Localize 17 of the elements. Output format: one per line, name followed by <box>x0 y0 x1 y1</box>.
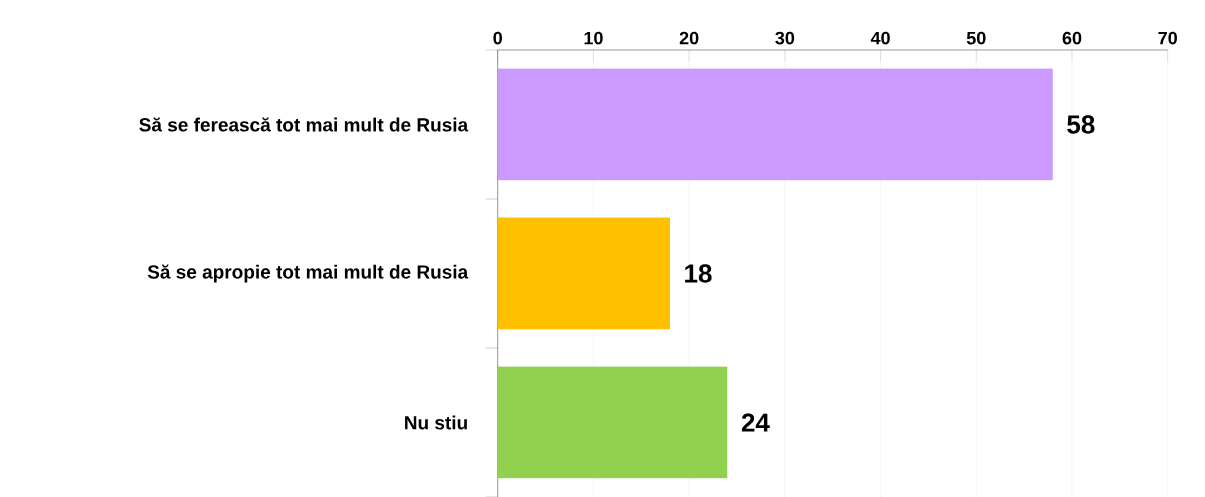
bar <box>497 68 1053 181</box>
x-tick-label: 0 <box>493 31 502 45</box>
x-tick-label: 70 <box>1158 31 1177 45</box>
bar <box>497 366 728 479</box>
data-label: 58 <box>1067 115 1095 134</box>
x-tick-label: 10 <box>584 31 603 45</box>
x-tick-label: 40 <box>870 31 890 45</box>
x-tick-label: 30 <box>775 31 795 45</box>
data-label: 18 <box>685 264 712 283</box>
data-label: 24 <box>741 413 770 432</box>
x-tick-label: 20 <box>679 31 699 45</box>
x-tick-label: 60 <box>1062 31 1082 45</box>
y-tick-label: Nu stiu <box>405 415 467 430</box>
y-tick-label: Să se ferească tot mai mult de Rusia <box>139 117 469 132</box>
y-tick-label: Să se apropie tot mai mult de Rusia <box>147 264 469 283</box>
bar <box>497 217 670 330</box>
x-tick-label: 50 <box>966 31 986 45</box>
